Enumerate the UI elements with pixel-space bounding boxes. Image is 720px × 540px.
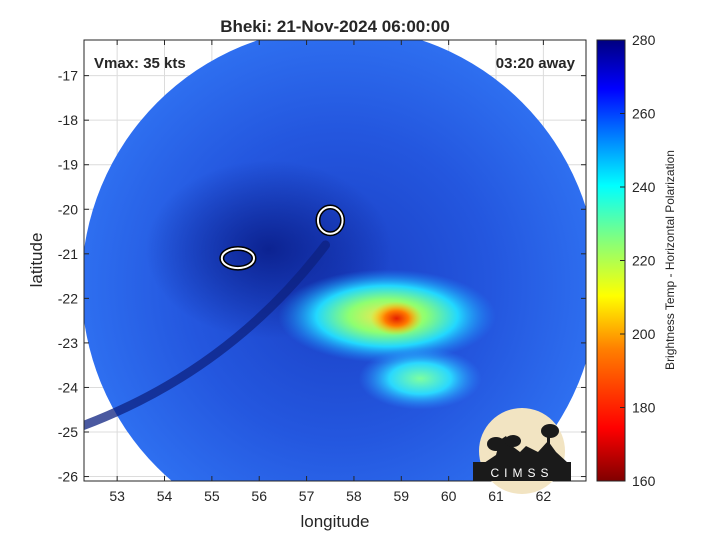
x-tick-label: 55 — [204, 488, 220, 504]
y-tick-label: -18 — [58, 112, 78, 128]
contour-line — [220, 247, 256, 270]
x-axis-label: longitude — [300, 512, 369, 531]
satellite-dish-icon — [487, 437, 505, 451]
time-away-annotation: 03:20 away — [496, 55, 576, 72]
chart-title: Bheki: 21-Nov-2024 06:00:00 — [220, 17, 450, 36]
x-tick-label: 58 — [346, 488, 362, 504]
colorbar-tick-label: 200 — [632, 326, 656, 342]
y-tick-label: -20 — [58, 201, 78, 217]
colorbar-tick-label: 220 — [632, 253, 656, 269]
logo-text: CIMSS — [490, 466, 553, 480]
plot-frame — [83, 39, 587, 482]
x-tick-label: 54 — [157, 488, 173, 504]
y-tick-label: -21 — [58, 246, 78, 262]
colorbar-tick-label: 240 — [632, 179, 656, 195]
colorbar-tick-label: 160 — [632, 473, 656, 489]
colorbar-label: Brightness Temp - Horizontal Polarizatio… — [663, 150, 677, 370]
y-tick-label: -26 — [58, 469, 78, 485]
y-tick-label: -22 — [58, 290, 78, 306]
cimss-logo: CIMSS — [473, 408, 571, 494]
x-tick-label: 53 — [109, 488, 125, 504]
y-tick-label: -17 — [58, 68, 78, 84]
x-tick-label: 56 — [251, 488, 267, 504]
colorbar-tick-label: 180 — [632, 400, 656, 416]
x-tick-label: 57 — [299, 488, 315, 504]
water-tower-icon — [541, 424, 559, 438]
y-tick-label: -25 — [58, 424, 78, 440]
warm-core-region — [370, 301, 423, 336]
colorbar-tick-label: 260 — [632, 106, 656, 122]
x-tick-label: 59 — [394, 488, 410, 504]
colorbar-tick-label: 280 — [632, 32, 656, 48]
satellite-dish-icon — [505, 435, 521, 447]
y-tick-label: -19 — [58, 157, 78, 173]
contour-line — [316, 206, 344, 235]
x-tick-label: 62 — [536, 488, 552, 504]
y-tick-label: -24 — [58, 379, 78, 395]
warm-patch-south — [358, 347, 482, 410]
x-tick-label: 61 — [488, 488, 504, 504]
vmax-annotation: Vmax: 35 kts — [94, 55, 186, 72]
x-tick-label: 60 — [441, 488, 457, 504]
scan-edge-arc — [84, 240, 331, 430]
y-axis-label: latitude — [27, 233, 46, 288]
y-tick-label: -23 — [58, 335, 78, 351]
